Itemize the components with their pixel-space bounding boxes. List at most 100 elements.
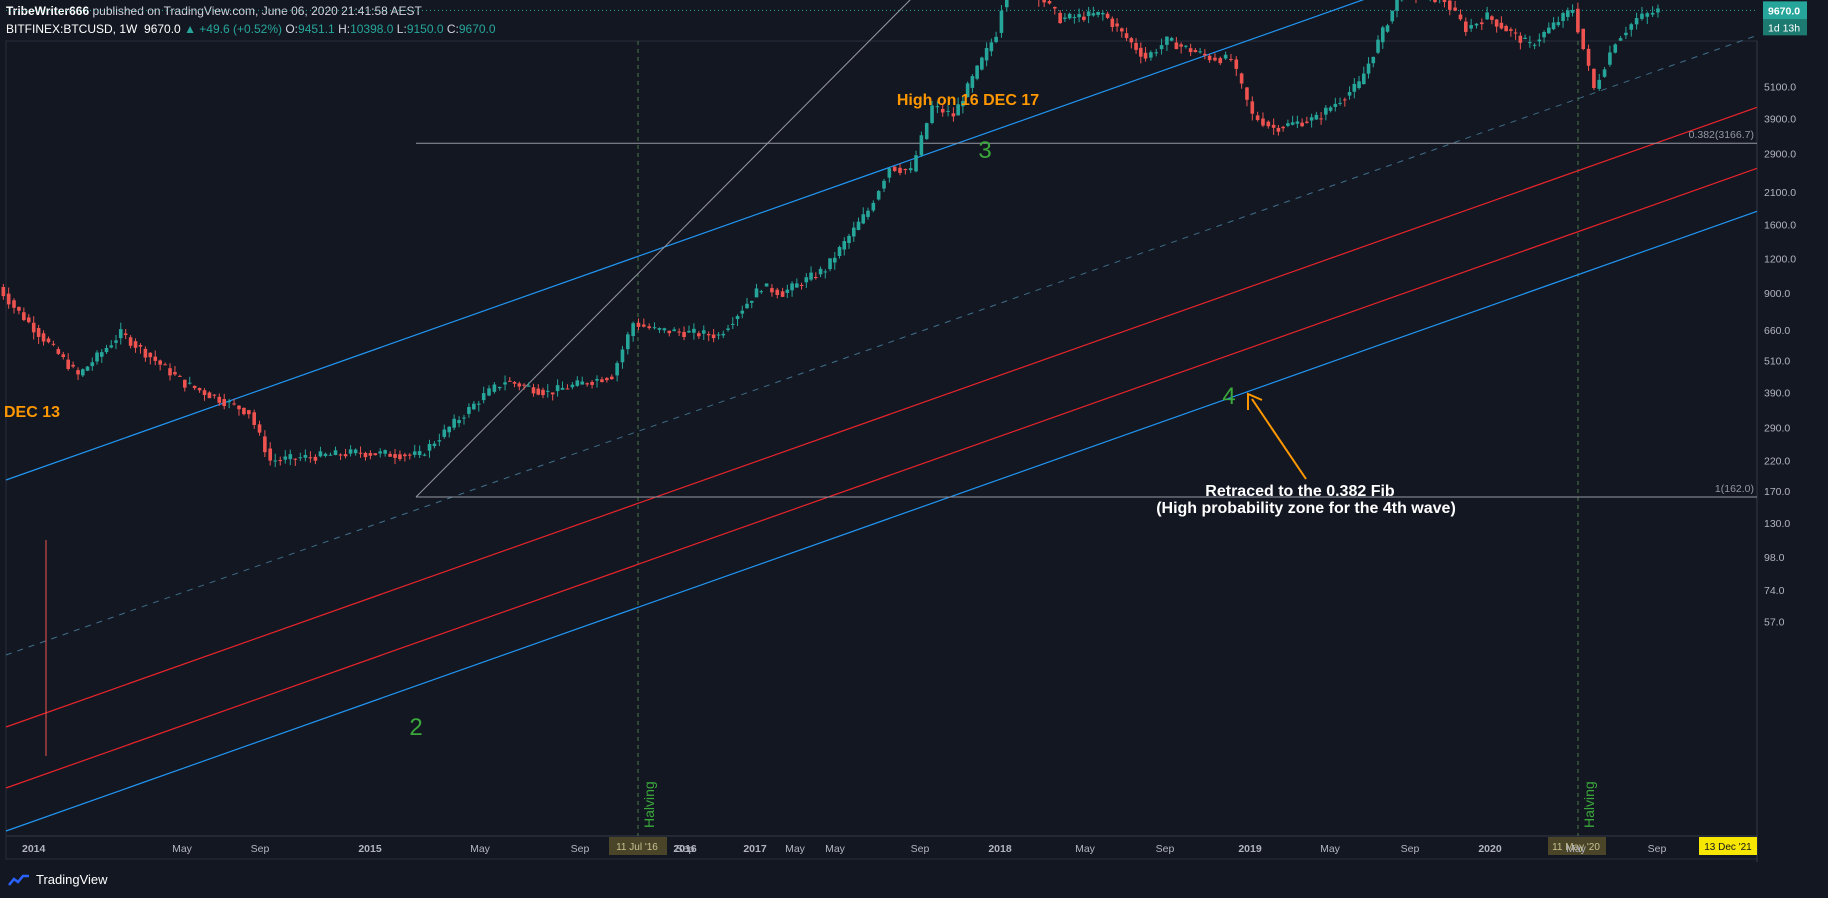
- x-tick-label: Sep: [571, 843, 590, 855]
- candle-body: [293, 458, 298, 460]
- candle-body: [759, 291, 764, 293]
- candle-body: [1566, 10, 1570, 17]
- candle-body: [701, 330, 706, 334]
- candle-body: [1453, 7, 1457, 11]
- candle-body: [1513, 32, 1518, 34]
- x-tick-label: 2015: [358, 843, 382, 855]
- candle-body: [283, 456, 288, 460]
- candle-body: [545, 390, 550, 392]
- candle-body: [158, 360, 162, 365]
- candle-body: [417, 451, 422, 456]
- candle-body: [1629, 24, 1634, 30]
- candle-body: [1149, 52, 1153, 58]
- candle-body: [1490, 16, 1494, 20]
- candle-body: [427, 443, 432, 451]
- candle-body: [6, 293, 11, 305]
- candle-body: [1105, 13, 1110, 18]
- candle-body: [383, 450, 387, 454]
- candle-body: [749, 300, 754, 303]
- candle-body: [187, 382, 192, 384]
- candle-body: [908, 168, 913, 171]
- candle-body: [1433, 0, 1437, 2]
- candle-body: [118, 329, 123, 339]
- symbol-line: BITFINEX:BTCUSD, 1W 9670.0 ▲ +49.6 (+0.5…: [6, 22, 496, 36]
- candle-body: [338, 454, 343, 456]
- candle-body: [1576, 8, 1580, 33]
- candle-body: [1366, 63, 1371, 74]
- candle-body: [517, 383, 522, 387]
- candle-body: [1053, 6, 1057, 9]
- candle-body: [1338, 102, 1342, 104]
- candle-body: [687, 330, 691, 333]
- candle-body: [183, 379, 187, 388]
- candle-body: [631, 323, 635, 336]
- candle-body: [217, 396, 222, 403]
- candle-body: [903, 169, 908, 171]
- candle-body: [842, 241, 847, 250]
- candle-body: [1300, 122, 1304, 127]
- candle-body: [754, 288, 759, 298]
- symbol-name[interactable]: BITFINEX:BTCUSD, 1W: [6, 22, 138, 36]
- candle-body: [22, 312, 26, 321]
- candle-body: [308, 457, 313, 459]
- candle-body: [197, 388, 202, 391]
- candle-body: [682, 331, 686, 338]
- candle-body: [257, 424, 262, 433]
- candle-body: [133, 341, 138, 348]
- channel-midline: [5, 34, 1758, 656]
- candle-body: [1551, 22, 1556, 30]
- annotation-arrow-head: [1247, 392, 1263, 410]
- tradingview-logo[interactable]: TradingView: [8, 872, 108, 887]
- candle-body: [1458, 14, 1463, 20]
- brand-name: TradingView: [36, 872, 108, 887]
- candle-body: [1271, 124, 1276, 128]
- candle-body: [809, 272, 813, 280]
- candle-body: [898, 167, 902, 173]
- candle-body: [575, 380, 580, 386]
- candle-body: [298, 457, 303, 459]
- candle-body: [706, 334, 711, 336]
- candle-body: [1376, 39, 1380, 53]
- candle-body: [452, 418, 456, 428]
- candle-body: [232, 403, 236, 405]
- candle-body: [80, 369, 85, 376]
- low-label: L:: [396, 22, 407, 36]
- halving-label: Halving: [1581, 781, 1597, 828]
- candle-body: [1618, 38, 1623, 41]
- candle-body: [1380, 27, 1385, 43]
- candle-body: [600, 379, 604, 382]
- candle-body: [924, 123, 929, 140]
- candle-body: [1115, 23, 1119, 27]
- candle-body: [247, 410, 251, 415]
- candle-body: [1556, 22, 1561, 26]
- y-tick-label: 390.0: [1764, 387, 1790, 399]
- candle-body: [522, 384, 526, 386]
- y-tick-label: 170.0: [1764, 486, 1790, 498]
- y-tick-label: 660.0: [1764, 325, 1790, 337]
- author-name[interactable]: TribeWriter666: [6, 4, 90, 18]
- time-marker-bg: [1548, 837, 1606, 855]
- candle-body: [1650, 12, 1655, 15]
- candle-body: [580, 381, 585, 385]
- candle-body: [1159, 45, 1164, 50]
- candle-body: [1154, 52, 1159, 54]
- candle-body: [711, 334, 716, 339]
- price-badge-bg: [1763, 1, 1807, 20]
- channel-inner-lower-line: [5, 167, 1758, 789]
- time-marker-bg: [1699, 837, 1757, 855]
- candle-body: [626, 334, 630, 350]
- open-label: O:: [285, 22, 299, 36]
- x-tick-label: Sep: [676, 843, 695, 855]
- drawing-layer: [5, 0, 1758, 836]
- candle-body: [871, 202, 876, 211]
- publish-line: TribeWriter666 published on TradingView.…: [6, 4, 422, 18]
- candle-body: [590, 381, 594, 385]
- y-tick-label: 130.0: [1764, 518, 1790, 530]
- y-tick-label: 74.0: [1764, 585, 1785, 597]
- candle-body: [114, 340, 118, 343]
- price-chart[interactable]: HalvingHalving0(19891.0)0.382(3166.7)1(1…: [0, 0, 1828, 862]
- countdown-badge: 1d 13h: [1768, 22, 1800, 34]
- candle-body: [128, 337, 133, 346]
- candle-body: [1319, 118, 1323, 120]
- candle-body: [1528, 42, 1532, 44]
